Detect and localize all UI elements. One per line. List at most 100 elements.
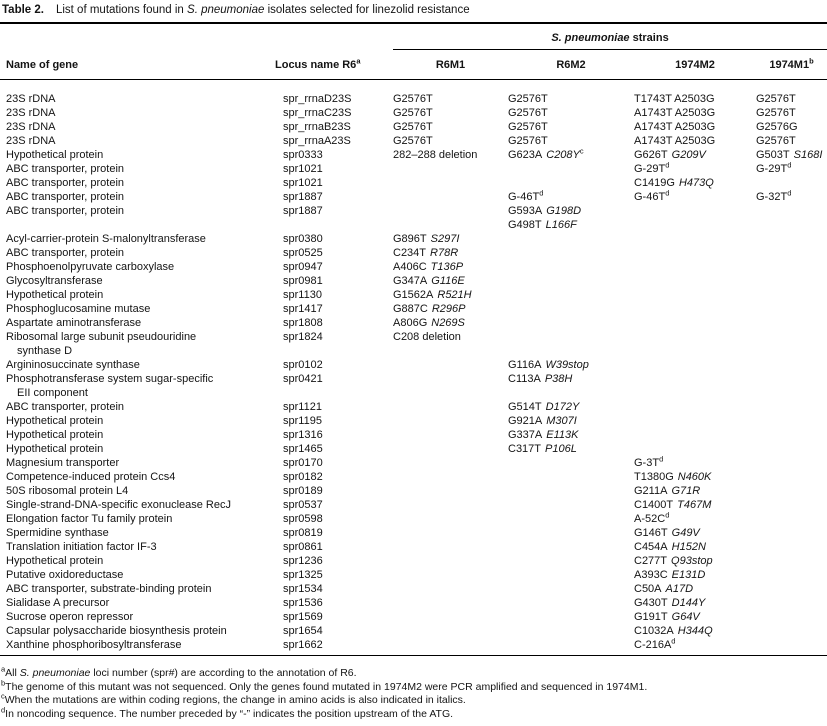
table-row: Aspartate aminotransferase spr1808 A806G…	[0, 316, 827, 330]
gene-name-text-line2: EII component	[17, 387, 88, 399]
gene-name-text: Single-strand-DNA-specific exonuclease R…	[6, 499, 231, 511]
mutation-cell-r6m1	[393, 358, 508, 372]
mutation-cell-1974m2: C50A A17D	[634, 582, 756, 596]
locus-cell: spr1536	[283, 597, 323, 609]
locus-cell: spr_rrnaB23S	[283, 121, 351, 133]
mutation-cell-1974m2	[634, 316, 756, 330]
aa-change-text: G64V	[671, 611, 700, 623]
gene-name-cell: Magnesium transporter	[0, 456, 283, 470]
table-row: ABC transporter, protein spr0525 C234T R7…	[0, 246, 827, 260]
mutation-text: A1743T A2503G	[634, 135, 716, 147]
mutation-cell-r6m2: G498T L166F	[508, 218, 634, 232]
mutation-cell-1974m1	[756, 288, 827, 302]
gene-name-text: Spermidine synthase	[6, 527, 109, 539]
strain-header-text: 1974M2	[675, 59, 715, 71]
mutation-cell-1974m1	[756, 428, 827, 442]
footnote-letter: c	[1, 691, 5, 701]
locus-cell: spr1021	[283, 177, 323, 189]
locus-cell: spr1465	[283, 443, 323, 455]
table-row: Ribosomal large subunit pseudouridine syn…	[0, 330, 827, 358]
mutation-cell-r6m1	[393, 456, 508, 470]
mutation-cell-r6m1	[393, 498, 508, 512]
locus-cell: spr0819	[283, 527, 323, 539]
mutation-cell-r6m1	[393, 442, 508, 456]
mutation-text: G2576T	[756, 107, 796, 119]
table-row: ABC transporter, substrate-binding prote…	[0, 582, 827, 596]
gene-name-text: Argininosuccinate synthase	[6, 359, 140, 371]
gene-name-text-line2: synthase D	[17, 345, 73, 357]
mutation-cell-1974m1	[756, 596, 827, 610]
gene-name-cell: Phosphoenolpyruvate carboxylase	[0, 260, 283, 274]
gene-name-cell: Putative oxidoreductase	[0, 568, 283, 582]
mutation-cell-1974m2: T1743T A2503G	[634, 80, 756, 107]
empty-header-cell	[0, 24, 393, 50]
mutation-text: G2576T	[508, 121, 548, 133]
table-title: Table 2. List of mutations found in S. pn…	[0, 0, 827, 24]
table-row: Phosphoglucosamine mutase spr1417 G887C R…	[0, 302, 827, 316]
mutation-cell-1974m1	[756, 218, 827, 232]
locus-cell: spr0189	[283, 485, 323, 497]
mutation-cell-1974m2: G-29Td	[634, 161, 756, 176]
mutation-cell-r6m2	[508, 540, 634, 554]
mutation-text: A393C	[634, 569, 668, 581]
table-number: Table 2.	[2, 4, 44, 16]
footnote-text: All	[5, 667, 20, 679]
footnote-letter: b	[1, 678, 6, 687]
mutation-cell-r6m1	[393, 414, 508, 428]
footnote-marker: d	[671, 636, 676, 646]
mutation-cell-1974m1: G2576T	[756, 134, 827, 148]
locus-cell: spr1534	[283, 583, 323, 595]
locus-cell: spr1417	[283, 303, 323, 315]
footnote-text-end: loci number (spr#) are according to the …	[90, 667, 357, 679]
footnote-d: dIn noncoding sequence. The number prece…	[1, 706, 827, 722]
locus-cell: spr1316	[283, 429, 323, 441]
table-row: Phosphoenolpyruvate carboxylase spr0947 …	[0, 260, 827, 274]
gene-name-cell: Acyl-carrier-protein S-malonyltransferas…	[0, 232, 283, 246]
locus-cell: spr1887	[283, 205, 323, 217]
aa-change-text: M307I	[546, 415, 577, 427]
gene-name-cell: Hypothetical protein	[0, 414, 283, 428]
table-row: 23S rDNA spr_rrnaB23S G2576T G2576T A174…	[0, 120, 827, 134]
mutation-cell-1974m1	[756, 232, 827, 246]
aa-change-text: R78R	[430, 247, 459, 259]
mutation-cell-1974m2	[634, 330, 756, 358]
mutation-cell-1974m2	[634, 414, 756, 428]
mutation-cell-r6m2	[508, 246, 634, 260]
mutation-cell-1974m2: T1380G N460K	[634, 470, 756, 484]
mutation-cell-1974m1: G-32Td	[756, 189, 827, 204]
mutation-cell-r6m2: G2576T	[508, 80, 634, 107]
gene-name-cell: Sucrose operon repressor	[0, 610, 283, 624]
strain-header-sup: b	[809, 56, 814, 66]
gene-name-text: ABC transporter, protein	[6, 163, 125, 175]
mutation-text: G-3T	[634, 457, 660, 469]
table-row: Hypothetical protein spr1236 C277T Q93sto…	[0, 554, 827, 568]
mutation-cell-r6m2	[508, 512, 634, 526]
locus-cell: spr0981	[283, 275, 323, 287]
mutation-cell-r6m1: G2576T	[393, 80, 508, 107]
mutation-cell-1974m2: G-3Td	[634, 455, 756, 470]
mutation-cell-r6m2: G2576T	[508, 120, 634, 134]
aa-change-text: E113K	[546, 429, 579, 441]
mutation-cell-r6m2	[508, 260, 634, 274]
mutation-text: G337A	[508, 429, 543, 441]
mutation-cell-1974m1: G2576T	[756, 106, 827, 120]
table-row: Sucrose operon repressor spr1569 G191T G6…	[0, 610, 827, 624]
mutation-cell-1974m2: G146T G49V	[634, 526, 756, 540]
mutation-cell-1974m2: A1743T A2503G	[634, 106, 756, 120]
gene-name-text: 23S rDNA	[6, 121, 56, 133]
aa-change-text: P38H	[544, 373, 573, 385]
mutation-cell-r6m1	[393, 540, 508, 554]
gene-name-text: ABC transporter, protein	[6, 205, 125, 217]
mutation-cell-r6m2	[508, 176, 634, 190]
mutation-cell-r6m1	[393, 400, 508, 414]
mutation-text: G2576T	[756, 93, 796, 105]
locus-cell: spr1662	[283, 639, 323, 651]
mutation-cell-1974m2: G191T G64V	[634, 610, 756, 624]
gene-name-cell: Single-strand-DNA-specific exonuclease R…	[0, 498, 283, 512]
strains-group-rest: strains	[629, 32, 669, 44]
mutation-text: C234T	[393, 247, 427, 259]
gene-name-cell: Capsular polysaccharide biosynthesis pro…	[0, 624, 283, 638]
locus-cell: spr1121	[283, 401, 322, 413]
gene-name-cell: ABC transporter, protein	[0, 162, 283, 176]
mutation-text: A-52C	[634, 513, 666, 525]
